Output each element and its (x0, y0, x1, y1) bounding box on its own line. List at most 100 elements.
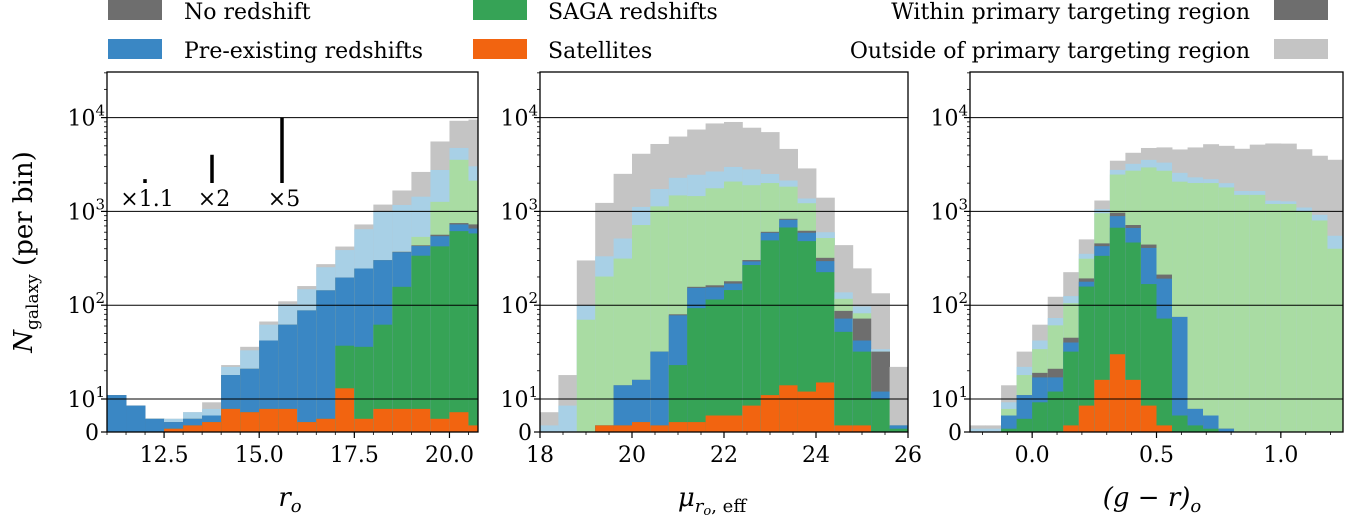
bar-saga-bin-15 (392, 286, 412, 432)
bar-sat-bin-16 (411, 408, 431, 432)
bar-out-saga-bin-20 (1280, 203, 1297, 432)
legend: No redshift Pre-existing redshifts SAGA … (108, 0, 1328, 64)
x-tick-label: 24 (802, 443, 830, 468)
bar-pre-bin-2 (145, 418, 165, 432)
y-tick-label: 104 (930, 102, 968, 132)
bar-saga-bin-7 (1078, 286, 1095, 432)
bar-sat-bin-9 (1109, 354, 1126, 432)
bar-pre-bin-3 (164, 422, 184, 432)
bar-sat-bin-8 (1094, 379, 1111, 432)
bar-out-saga-bin-23 (1327, 248, 1344, 432)
bar-pre-bin-16 (1218, 428, 1235, 432)
x-axis-label-0-sub: o (291, 496, 302, 516)
bar-sat-bin-6 (650, 425, 670, 432)
bar-sat-bin-14 (373, 408, 393, 432)
bar-saga-bin-18 (871, 399, 890, 432)
x-tick-label: 17.5 (330, 443, 379, 468)
y-tick-label: 101 (67, 383, 105, 413)
bar-sat-bin-11 (316, 418, 336, 432)
bar-pre-bin-2 (1001, 415, 1018, 432)
y-tick-label: 0 (518, 421, 532, 446)
bar-out-saga-bin-18 (1249, 194, 1266, 432)
bar-saga-bin-14 (797, 241, 817, 432)
y-tick-label: 0 (85, 421, 99, 446)
bar-pre-bin-6 (650, 351, 670, 432)
bar-sat-bin-12 (1156, 425, 1173, 432)
bar-sat-bin-17 (852, 425, 872, 432)
bar-sat-bin-3 (164, 428, 184, 432)
y-tick-label: 103 (500, 195, 538, 225)
bar-saga-bin-11 (1140, 284, 1157, 432)
x-axis-label-1: μro, eff (678, 483, 747, 516)
bar-sat-bin-5 (202, 422, 222, 432)
y-tick-label: 101 (500, 383, 538, 413)
bar-pre-bin-4 (613, 385, 633, 432)
bar-saga-bin-12 (1156, 318, 1173, 432)
legend-label-outside-region: Outside of primary targeting region (850, 39, 1250, 64)
bar-saga-bin-13 (779, 227, 798, 432)
y-tick-label: 102 (500, 289, 538, 319)
bar-sat-bin-19 (468, 425, 479, 432)
bar-sat-bin-13 (779, 385, 798, 432)
legend-swatch-within-region (1274, 0, 1328, 20)
bar-sat-bin-11 (1140, 405, 1157, 432)
bar-pre-bin-0 (107, 395, 127, 432)
legend-swatch-saga (473, 0, 527, 20)
legend-label-pre-existing: Pre-existing redshifts (184, 39, 423, 64)
legend-swatch-no-redshift (108, 0, 162, 20)
bar-sat-bin-7 (240, 412, 260, 432)
bar-out-saga-bin-16 (1218, 187, 1235, 432)
bar-out-saga-bin-15 (1203, 183, 1220, 432)
bar-out-saga-bin-3 (595, 276, 614, 432)
bar-saga-bin-18 (449, 231, 469, 432)
bar-pre-bin-9 (278, 324, 298, 432)
y-tick-label: 104 (500, 102, 538, 132)
bar-saga-bin-17 (852, 351, 872, 432)
bar-sat-bin-9 (705, 415, 725, 432)
x-tick-label: 26 (894, 443, 922, 468)
x-tick-label: 1.0 (1263, 443, 1298, 468)
bar-saga-bin-16 (411, 255, 431, 432)
bar-sat-bin-7 (1078, 405, 1095, 432)
y-tick-label: 101 (930, 383, 968, 413)
bar-saga-bin-16 (834, 331, 854, 432)
legend-label-saga: SAGA redshifts (548, 0, 718, 25)
bar-sat-bin-16 (834, 425, 854, 432)
bar-out-pre-bin-0 (970, 428, 986, 432)
bar-sat-bin-8 (687, 422, 706, 432)
bar-sat-bin-8 (259, 408, 279, 432)
bar-sat-bin-12 (335, 388, 355, 432)
bar-saga-bin-6 (1063, 351, 1080, 432)
bar-sat-bin-15 (816, 382, 835, 432)
bar-sat-bin-10 (724, 415, 743, 432)
bar-saga-bin-14 (1187, 425, 1204, 432)
bar-pre-bin-10 (297, 310, 317, 432)
bar-out-saga-bin-21 (1296, 211, 1313, 432)
bar-saga-bin-13 (354, 346, 374, 432)
x-axis-label-2-sub: o (1190, 496, 1201, 516)
bar-sat-bin-4 (613, 425, 633, 432)
bar-sat-bin-17 (430, 418, 450, 432)
bar-sat-bin-18 (449, 412, 469, 432)
x-axis-label-0-main: r (278, 483, 292, 513)
bar-saga-bin-8 (687, 308, 706, 432)
bar-sat-bin-9 (278, 408, 298, 432)
bar-saga-bin-4 (1032, 402, 1049, 432)
bar-saga-bin-15 (1203, 428, 1220, 432)
bar-pre-bin-5 (632, 379, 651, 432)
bar-sat-bin-5 (632, 422, 651, 432)
bar-sat-bin-12 (760, 395, 780, 432)
x-tick-label: 20 (618, 443, 646, 468)
bar-out-saga-bin-17 (1234, 194, 1251, 432)
bar-sat-bin-10 (1125, 379, 1142, 432)
y-tick-label: 102 (930, 289, 968, 319)
panel-surface-brightness: 0 101 102 103 104 18 20 22 24 26 (500, 71, 922, 468)
x-axis-label-1-sub: r (695, 496, 705, 516)
bar-out-pre-bin-1 (985, 428, 1002, 432)
x-tick-label: 22 (710, 443, 738, 468)
bar-saga-bin-19 (889, 428, 909, 432)
bar-sat-bin-15 (392, 408, 412, 432)
x-axis-label-2-main: (g − r) (1103, 483, 1191, 513)
y-axis-label-rest: (per bin) (9, 151, 39, 274)
